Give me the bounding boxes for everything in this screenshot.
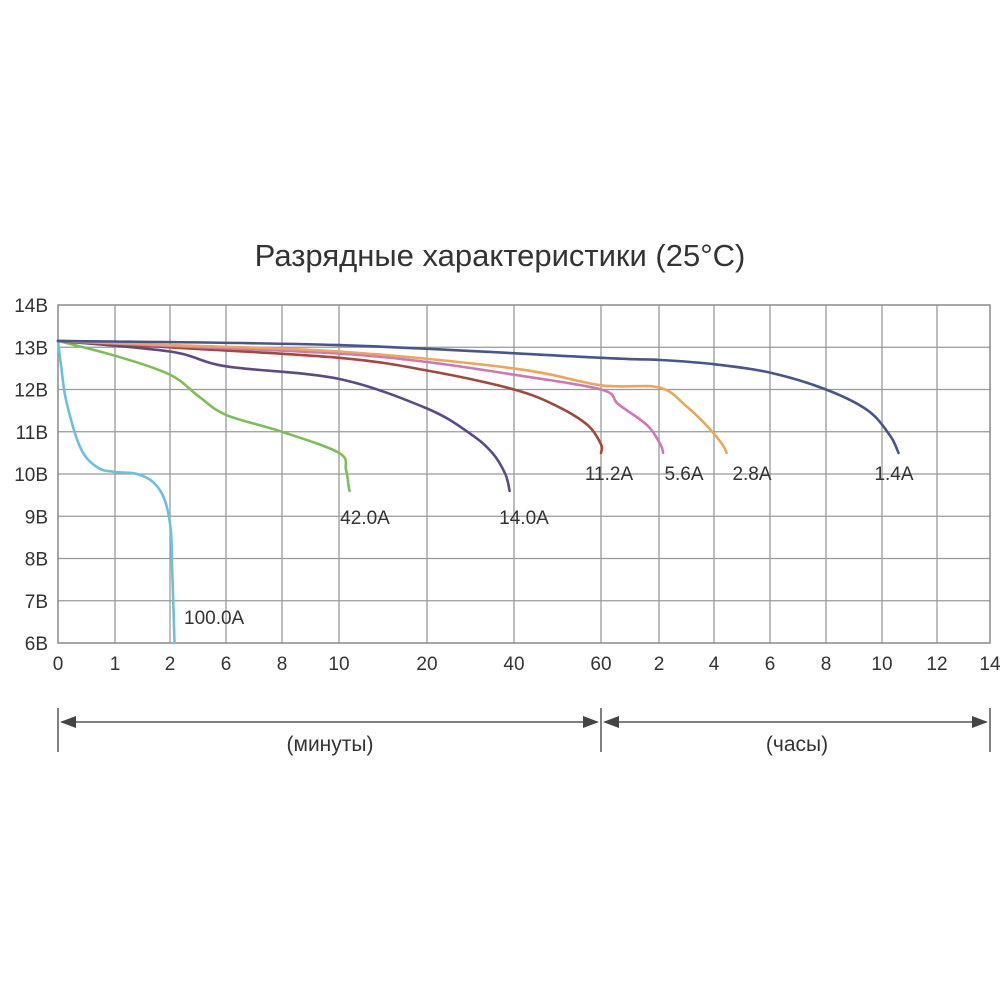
series-label: 42.0A xyxy=(340,508,390,529)
series-line-100-0a xyxy=(56,339,176,645)
x-tick-label: 60 xyxy=(590,654,611,675)
hours-range-label: (часы) xyxy=(766,733,828,756)
x-axis-ticks: 0 1 2 6 8 10 20 40 60 2 4 6 8 10 12 14 xyxy=(53,654,1000,675)
series-label: 1.4A xyxy=(874,464,913,485)
arrowhead-icon xyxy=(60,716,76,728)
series-label: 100.0A xyxy=(184,608,245,629)
x-tick-label: 40 xyxy=(503,654,524,675)
series-labels: 100.0A 42.0A 14.0A 11.2A 5.6A 2.8A 1.4A xyxy=(184,464,914,629)
y-tick-label: 9В xyxy=(25,507,48,528)
y-tick-label: 11В xyxy=(16,423,48,444)
y-tick-label: 8В xyxy=(25,550,48,571)
x-tick-label: 1 xyxy=(110,654,121,675)
series-line-14-0a xyxy=(56,339,511,493)
y-tick-label: 6В xyxy=(25,634,48,655)
y-tick-label: 14В xyxy=(14,296,48,317)
x-tick-label: 2 xyxy=(654,654,665,675)
y-axis-ticks: 14В 13В 12В 11В 10В 9В 8В 7В 6В xyxy=(14,296,48,655)
x-tick-label: 4 xyxy=(709,654,720,675)
x-tick-label: 14 xyxy=(979,654,1000,675)
x-tick-label: 10 xyxy=(871,654,892,675)
series-label: 2.8A xyxy=(732,464,771,485)
y-tick-label: 13В xyxy=(14,338,48,359)
series-line-11-2a xyxy=(56,339,604,455)
series-line-2-8a xyxy=(56,339,728,455)
x-tick-label: 6 xyxy=(765,654,776,675)
x-tick-label: 6 xyxy=(221,654,232,675)
y-tick-label: 10В xyxy=(14,465,48,486)
x-tick-label: 20 xyxy=(416,654,437,675)
x-tick-label: 10 xyxy=(328,654,349,675)
series-lines xyxy=(56,339,900,645)
series-line-1-4a xyxy=(56,339,900,455)
x-tick-label: 8 xyxy=(277,654,288,675)
grid xyxy=(57,304,991,644)
series-line-42-0a xyxy=(56,339,351,493)
series-line-5-6a xyxy=(56,339,665,455)
series-label: 5.6A xyxy=(664,464,703,485)
y-tick-label: 7В xyxy=(25,592,48,613)
arrowhead-icon xyxy=(603,716,619,728)
arrowhead-icon xyxy=(972,716,988,728)
series-label: 11.2A xyxy=(585,464,634,485)
plot-frame xyxy=(57,304,991,644)
x-tick-label: 2 xyxy=(165,654,176,675)
x-tick-label: 8 xyxy=(821,654,832,675)
y-tick-label: 12В xyxy=(14,381,48,402)
x-tick-label: 0 xyxy=(53,654,64,675)
chart-title: Разрядные характеристики (25°C) xyxy=(255,238,746,273)
series-label: 14.0A xyxy=(499,508,549,529)
arrowhead-icon xyxy=(583,716,599,728)
x-tick-label: 12 xyxy=(926,654,947,675)
time-range-indicators: (минуты) (часы) xyxy=(57,708,991,756)
minutes-range-label: (минуты) xyxy=(287,733,374,756)
